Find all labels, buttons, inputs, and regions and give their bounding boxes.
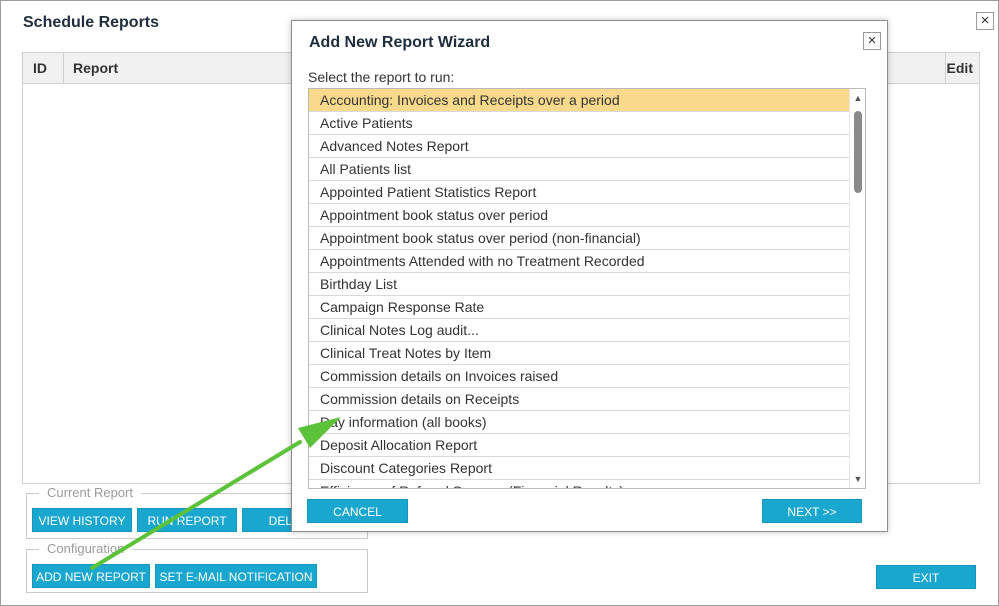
- column-header-report[interactable]: Report: [73, 60, 119, 76]
- listbox-scrollbar[interactable]: ▲ ▼: [849, 89, 865, 488]
- report-list-item[interactable]: Clinical Notes Log audit...: [309, 319, 850, 342]
- report-list-item[interactable]: Appointment book status over period: [309, 204, 850, 227]
- report-list-item[interactable]: Advanced Notes Report: [309, 135, 850, 158]
- column-divider: [945, 53, 946, 84]
- report-list-item[interactable]: Efficiency of Referral Sources (Financia…: [309, 480, 850, 488]
- current-report-legend: Current Report: [39, 485, 141, 500]
- report-list-item[interactable]: Commission details on Invoices raised: [309, 365, 850, 388]
- report-list-item[interactable]: Deposit Allocation Report: [309, 434, 850, 457]
- report-list: Accounting: Invoices and Receipts over a…: [309, 89, 850, 488]
- add-new-report-button[interactable]: ADD NEW REPORT: [32, 564, 150, 588]
- wizard-title: Add New Report Wizard: [309, 34, 491, 51]
- wizard-prompt: Select the report to run:: [308, 69, 455, 85]
- window-close-button[interactable]: ×: [976, 12, 994, 30]
- exit-button[interactable]: EXIT: [876, 565, 976, 589]
- report-list-item[interactable]: Active Patients: [309, 112, 850, 135]
- report-list-item[interactable]: Day information (all books): [309, 411, 850, 434]
- report-list-item[interactable]: Clinical Treat Notes by Item: [309, 342, 850, 365]
- report-list-item[interactable]: Discount Categories Report: [309, 457, 850, 480]
- column-header-edit[interactable]: Edit: [946, 60, 973, 76]
- report-list-item[interactable]: Appointments Attended with no Treatment …: [309, 250, 850, 273]
- column-header-id[interactable]: ID: [33, 60, 47, 76]
- report-listbox[interactable]: Accounting: Invoices and Receipts over a…: [308, 88, 866, 489]
- run-report-button[interactable]: RUN REPORT: [137, 508, 237, 532]
- cancel-button[interactable]: CANCEL: [307, 499, 408, 523]
- report-list-item[interactable]: Accounting: Invoices and Receipts over a…: [309, 89, 850, 112]
- window-title: Schedule Reports: [23, 14, 160, 31]
- add-report-wizard-dialog: Add New Report Wizard × Select the repor…: [291, 20, 888, 532]
- configuration-legend: Configuration: [39, 541, 133, 556]
- report-list-item[interactable]: Appointed Patient Statistics Report: [309, 181, 850, 204]
- wizard-close-button[interactable]: ×: [863, 32, 881, 50]
- column-divider: [63, 53, 64, 84]
- report-list-item[interactable]: Appointment book status over period (non…: [309, 227, 850, 250]
- next-button[interactable]: NEXT >>: [762, 499, 862, 523]
- set-email-notification-button[interactable]: SET E-MAIL NOTIFICATION: [155, 564, 317, 588]
- view-history-button[interactable]: VIEW HISTORY: [32, 508, 132, 532]
- report-list-item[interactable]: Campaign Response Rate: [309, 296, 850, 319]
- report-list-item[interactable]: Birthday List: [309, 273, 850, 296]
- scroll-up-arrow-icon[interactable]: ▲: [853, 93, 863, 103]
- scroll-down-arrow-icon[interactable]: ▼: [853, 474, 863, 484]
- report-list-item[interactable]: Commission details on Receipts: [309, 388, 850, 411]
- scroll-thumb[interactable]: [854, 111, 862, 193]
- report-list-item[interactable]: All Patients list: [309, 158, 850, 181]
